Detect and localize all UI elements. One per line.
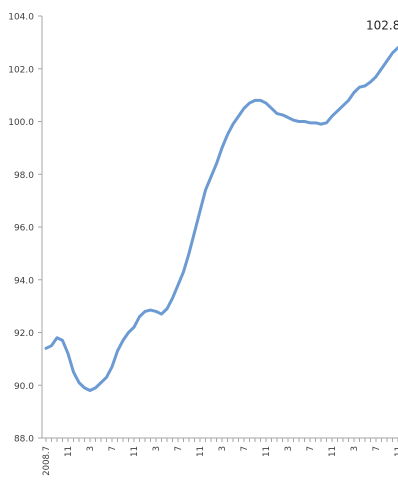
data-point — [221, 147, 223, 149]
data-point — [45, 347, 47, 349]
data-point — [127, 331, 129, 333]
x-tick-label: 3 — [86, 446, 96, 451]
data-point — [193, 231, 195, 233]
data-point — [111, 366, 113, 368]
x-tick-label: 11 — [196, 446, 206, 457]
data-point — [243, 107, 245, 109]
x-tick-label: 7 — [240, 446, 250, 451]
data-point — [105, 376, 107, 378]
data-point — [325, 122, 327, 124]
data-point — [50, 344, 52, 346]
data-point — [133, 326, 135, 328]
data-point — [94, 387, 96, 389]
data-point — [78, 381, 80, 383]
y-tick-label: 96.0 — [14, 224, 34, 234]
data-point — [100, 381, 102, 383]
x-tick-label: 11 — [394, 446, 398, 457]
x-tick-label: 11 — [328, 446, 338, 457]
data-point — [138, 315, 140, 317]
data-point — [72, 371, 74, 373]
data-point — [364, 85, 366, 87]
data-point — [369, 81, 371, 83]
data-point — [309, 122, 311, 124]
data-point — [67, 352, 69, 354]
data-point — [259, 99, 261, 101]
data-point — [166, 308, 168, 310]
data-point — [375, 75, 377, 77]
data-point — [353, 91, 355, 93]
data-point — [199, 210, 201, 212]
x-tick-label: 11 — [130, 446, 140, 457]
x-tick-label: 3 — [284, 446, 294, 451]
data-point — [188, 252, 190, 254]
y-tick-label: 88.0 — [14, 435, 34, 445]
data-point — [149, 309, 151, 311]
data-point — [276, 112, 278, 114]
y-tick-label: 102.0 — [8, 65, 34, 75]
data-point — [237, 115, 239, 117]
data-point — [287, 116, 289, 118]
data-point — [182, 271, 184, 273]
data-point — [204, 189, 206, 191]
data-point — [336, 110, 338, 112]
data-point — [320, 123, 322, 125]
x-tick-label: 7 — [306, 446, 316, 451]
data-point — [292, 119, 294, 121]
data-point — [210, 176, 212, 178]
data-point — [281, 114, 283, 116]
data-point — [171, 297, 173, 299]
data-point — [116, 350, 118, 352]
data-point — [226, 133, 228, 135]
data-point — [56, 337, 58, 339]
data-point — [303, 120, 305, 122]
y-tick-label: 92.0 — [14, 329, 34, 339]
series-line-0 — [44, 46, 398, 393]
data-point — [254, 99, 256, 101]
y-tick-label: 94.0 — [14, 276, 34, 286]
data-label: 102.8 — [366, 19, 398, 33]
x-tick-label: 7 — [372, 446, 382, 451]
data-point — [358, 86, 360, 88]
x-tick-label: 3 — [350, 446, 360, 451]
data-point — [380, 68, 382, 70]
data-point — [347, 99, 349, 101]
x-tick-label: 11 — [262, 446, 272, 457]
data-point — [160, 313, 162, 315]
data-point — [386, 60, 388, 62]
data-point — [144, 310, 146, 312]
x-tick-label: 11 — [64, 446, 74, 457]
data-point — [331, 115, 333, 117]
data-point — [248, 102, 250, 104]
x-tick-label: 3 — [152, 446, 162, 451]
data-point — [215, 163, 217, 165]
data-point — [155, 310, 157, 312]
data-point — [232, 123, 234, 125]
y-tick-label: 100.0 — [8, 118, 34, 128]
data-point — [265, 102, 267, 104]
data-point — [83, 387, 85, 389]
data-point — [314, 122, 316, 124]
x-tick-label: 3 — [218, 446, 228, 451]
y-tick-label: 104.0 — [8, 13, 34, 23]
x-tick-label: 7 — [108, 446, 118, 451]
x-tick-label: 7 — [174, 446, 184, 451]
y-tick-label: 98.0 — [14, 171, 34, 181]
data-point — [89, 389, 91, 391]
data-point — [391, 52, 393, 54]
data-point — [342, 104, 344, 106]
data-point — [177, 284, 179, 286]
data-point — [270, 107, 272, 109]
x-tick-label: 2008.7 — [42, 446, 52, 476]
y-tick-label: 90.0 — [14, 382, 34, 392]
data-point — [298, 120, 300, 122]
data-point — [61, 339, 63, 341]
data-point — [122, 339, 124, 341]
